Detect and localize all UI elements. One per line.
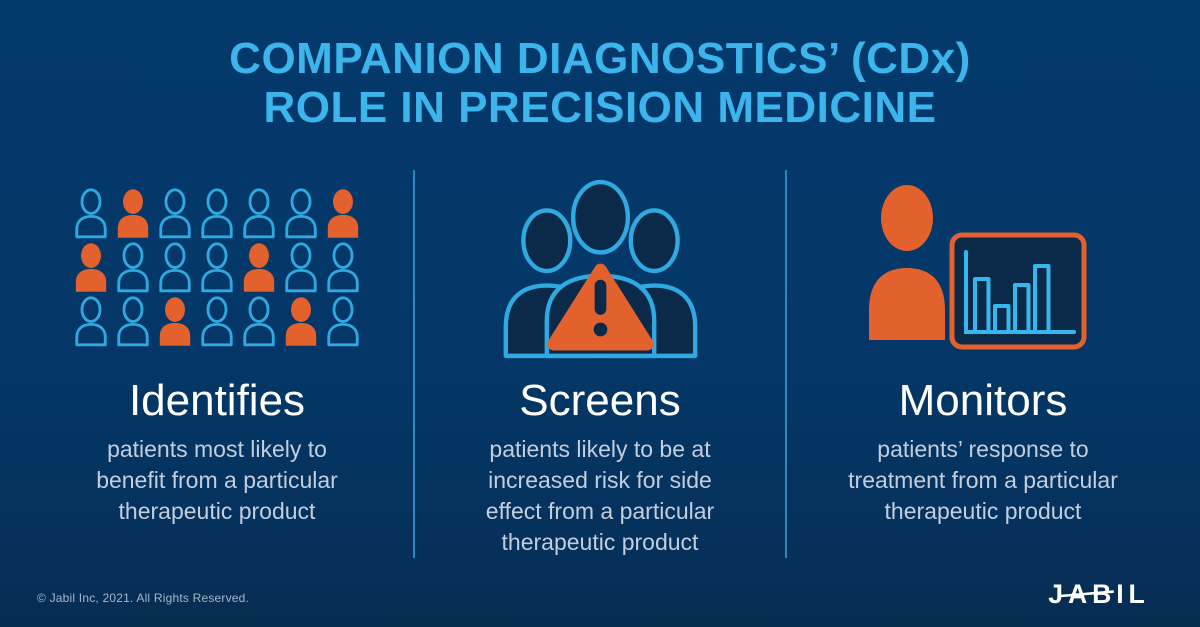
outlined-patient-icon (159, 242, 191, 293)
column-heading: Monitors (898, 376, 1068, 425)
chart-bar (1013, 283, 1031, 334)
warning-triangle-icon (546, 263, 654, 350)
patient-chart-monitor-icon (869, 185, 1087, 350)
outlined-patient-icon (75, 296, 107, 347)
highlighted-patient-icon (117, 189, 149, 238)
column-heading: Identifies (128, 376, 306, 425)
outlined-patient-icon (285, 188, 317, 239)
outlined-patient-icon (285, 242, 317, 293)
highlighted-patient-icon (327, 189, 359, 238)
highlighted-patient-icon (285, 297, 317, 346)
jabil-logo-swoosh (1060, 590, 1114, 598)
outlined-patient-icon (117, 242, 149, 293)
chart-bar (1033, 264, 1051, 334)
outlined-patient-icon (75, 188, 107, 239)
crowd-row (72, 296, 362, 348)
outlined-patient-icon (243, 296, 275, 347)
outlined-patient-icon (201, 242, 233, 293)
highlighted-patient-icon (243, 243, 275, 292)
copyright-text: © Jabil Inc, 2021. All Rights Reserved. (37, 591, 250, 605)
crowd-row (72, 188, 362, 240)
outlined-patient-icon (327, 296, 359, 347)
crowd-row (72, 242, 362, 294)
outlined-patient-icon (201, 188, 233, 239)
page-title: COMPANION DIAGNOSTICS’ (CDx) ROLE IN PRE… (229, 34, 971, 132)
column-description: patients most likely to benefit from a p… (96, 436, 338, 524)
column-divider (413, 170, 415, 558)
column-description: patients likely to be at increased risk … (485, 436, 715, 555)
outlined-patient-icon (159, 188, 191, 239)
columns-container: Identifies patients most likely to benef… (0, 170, 1200, 558)
patient-crowd-icon (72, 188, 362, 348)
column-heading: Screens (519, 376, 681, 425)
bar-chart-screen-icon (949, 232, 1087, 350)
outlined-patient-icon (243, 188, 275, 239)
column-divider (785, 170, 787, 558)
chart-bar (973, 277, 991, 334)
outlined-patient-icon (201, 296, 233, 347)
column-screens: Screens patients likely to be at increas… (415, 170, 785, 558)
patient-group-warning-icon (503, 179, 697, 358)
column-monitors: Monitors patients’ response to treatment… (787, 170, 1179, 527)
highlighted-patient-icon (159, 297, 191, 346)
jabil-logo: JABIL (1048, 579, 1144, 609)
outlined-patient-icon (327, 242, 359, 293)
patient-silhouette-icon (869, 185, 945, 340)
column-identifies: Identifies patients most likely to benef… (21, 170, 413, 527)
highlighted-patient-icon (75, 243, 107, 292)
chart-bar (993, 304, 1011, 334)
outlined-patient-icon (117, 296, 149, 347)
column-description: patients’ response to treatment from a p… (848, 436, 1118, 524)
